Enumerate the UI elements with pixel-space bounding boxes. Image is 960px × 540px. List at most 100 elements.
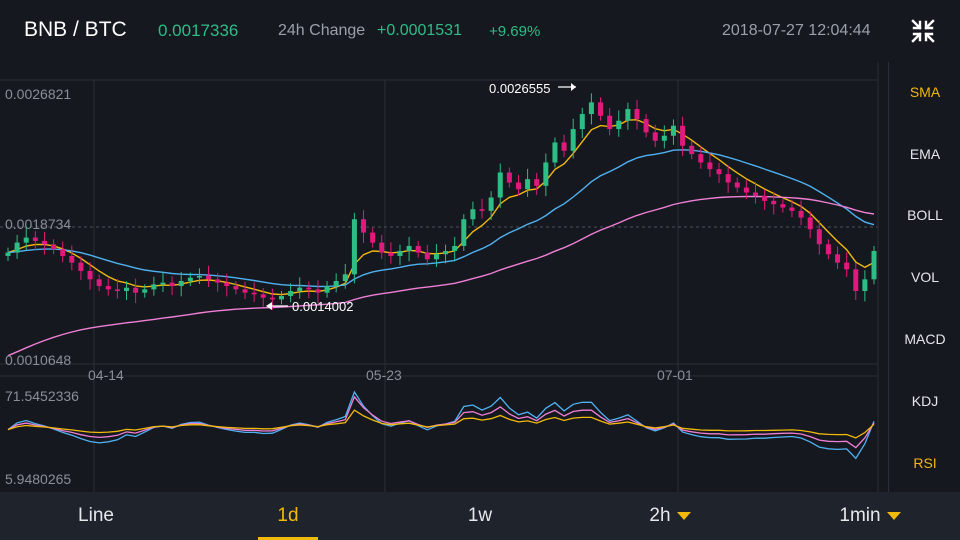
candle-body bbox=[506, 172, 512, 183]
candle-body bbox=[342, 274, 348, 281]
y-label-bottom: 0.0010648 bbox=[5, 352, 71, 368]
candle-body bbox=[260, 294, 266, 298]
candle-body bbox=[616, 120, 622, 130]
candle-body bbox=[415, 245, 421, 253]
candle-body bbox=[5, 252, 11, 256]
candle-body bbox=[324, 286, 330, 293]
pair-title: BNB / BTC bbox=[24, 18, 127, 41]
candle-body bbox=[680, 125, 686, 146]
candle-body bbox=[41, 240, 47, 245]
candle-body bbox=[224, 282, 230, 287]
candle-body bbox=[734, 182, 740, 188]
y-label-top: 0.0026821 bbox=[5, 86, 71, 102]
rsi-slow-line bbox=[7, 409, 875, 439]
candle-body bbox=[443, 250, 449, 255]
indicator-rsi[interactable]: RSI bbox=[913, 455, 937, 471]
tab-1w[interactable]: 1w bbox=[440, 492, 520, 540]
candle-body bbox=[206, 275, 212, 280]
candle-body bbox=[133, 287, 139, 293]
candle-body bbox=[853, 269, 859, 292]
tab-line[interactable]: Line bbox=[46, 492, 146, 540]
candle-body bbox=[23, 237, 29, 243]
candle-body bbox=[670, 125, 676, 136]
collapse-icon[interactable] bbox=[908, 16, 938, 46]
candle-body bbox=[479, 209, 485, 211]
candle-body bbox=[242, 289, 248, 293]
indicator-boll[interactable]: BOLL bbox=[907, 207, 943, 223]
candle-body bbox=[534, 179, 540, 186]
tab-1min[interactable]: 1min bbox=[815, 492, 925, 540]
candle-body bbox=[725, 174, 731, 183]
tab-line-label: Line bbox=[78, 505, 114, 526]
candle-body bbox=[598, 102, 604, 116]
rsi-mid-line bbox=[7, 395, 875, 449]
candle-body bbox=[69, 255, 75, 263]
candle-body bbox=[14, 242, 20, 253]
x-label-3: 07-01 bbox=[657, 367, 693, 383]
candle-body bbox=[607, 115, 613, 130]
last-price: 0.0017336 bbox=[158, 21, 239, 40]
low-marker: 0.0014002 bbox=[266, 299, 353, 314]
candle-body bbox=[634, 109, 640, 120]
candle-body bbox=[142, 289, 148, 293]
indicator-sma[interactable]: SMA bbox=[909, 84, 941, 100]
candle-body bbox=[233, 286, 239, 290]
candle-body bbox=[123, 287, 130, 292]
candle-body bbox=[351, 219, 357, 275]
candle-body bbox=[661, 135, 667, 141]
candle-body bbox=[424, 252, 430, 260]
candle-body bbox=[835, 254, 841, 263]
candle-body bbox=[588, 102, 594, 115]
candle-body bbox=[707, 162, 713, 170]
candle-body bbox=[196, 275, 202, 278]
candlestick-chart[interactable]: 0.0026821 0.0018734 0.0010648 04-14 05-2… bbox=[0, 62, 880, 492]
tab-1d[interactable]: 1d bbox=[258, 492, 318, 540]
candle-body bbox=[388, 252, 394, 256]
candle-body bbox=[561, 142, 567, 151]
candle-body bbox=[105, 286, 111, 290]
indicator-vol[interactable]: VOL bbox=[910, 269, 939, 285]
rsi-panel bbox=[7, 390, 875, 460]
dropdown-arrow-icon bbox=[886, 511, 901, 520]
candle-body bbox=[288, 291, 294, 297]
candle-body bbox=[789, 207, 795, 211]
timestamp: 2018-07-27 12:04:44 bbox=[722, 22, 871, 39]
candle-body bbox=[643, 119, 649, 133]
candle-body bbox=[87, 270, 93, 280]
candle-body bbox=[461, 219, 467, 246]
candle-body bbox=[579, 114, 585, 130]
indicator-ema[interactable]: EMA bbox=[909, 146, 941, 162]
candle-body bbox=[169, 282, 175, 287]
indicator-kdj[interactable]: KDJ bbox=[911, 393, 939, 409]
candle-body bbox=[114, 289, 120, 292]
candle-body bbox=[433, 254, 439, 260]
candle-body bbox=[215, 279, 221, 283]
candle-body bbox=[306, 287, 312, 290]
candle-body bbox=[552, 142, 558, 163]
candle-body bbox=[497, 172, 503, 198]
candle-body bbox=[361, 219, 367, 233]
candle-body bbox=[397, 250, 403, 256]
ma-slow-line bbox=[7, 195, 875, 357]
candle-body bbox=[716, 169, 722, 175]
candle-body bbox=[862, 279, 868, 292]
tab-2h[interactable]: 2h bbox=[625, 492, 715, 540]
candle-body bbox=[825, 244, 831, 255]
indicator-macd[interactable]: MACD bbox=[904, 331, 946, 347]
candle-body bbox=[370, 232, 376, 243]
tab-2h-label: 2h bbox=[649, 505, 671, 526]
candle-body bbox=[333, 280, 339, 287]
candle-body bbox=[515, 182, 521, 190]
chart-area[interactable]: 0.0026821 0.0018734 0.0010648 04-14 05-2… bbox=[0, 62, 880, 492]
candle-body bbox=[160, 282, 166, 285]
rsi-label-bottom: 5.9480265 bbox=[5, 471, 71, 487]
candle-body bbox=[78, 262, 84, 271]
change-percent: +9.69% bbox=[489, 23, 541, 40]
active-tab-underline bbox=[258, 537, 318, 540]
candle-body bbox=[51, 244, 57, 250]
candle-body bbox=[689, 145, 695, 155]
candles bbox=[5, 93, 877, 310]
candle-body bbox=[816, 229, 822, 245]
y-label-mid: 0.0018734 bbox=[5, 216, 71, 232]
candle-body bbox=[406, 245, 412, 251]
